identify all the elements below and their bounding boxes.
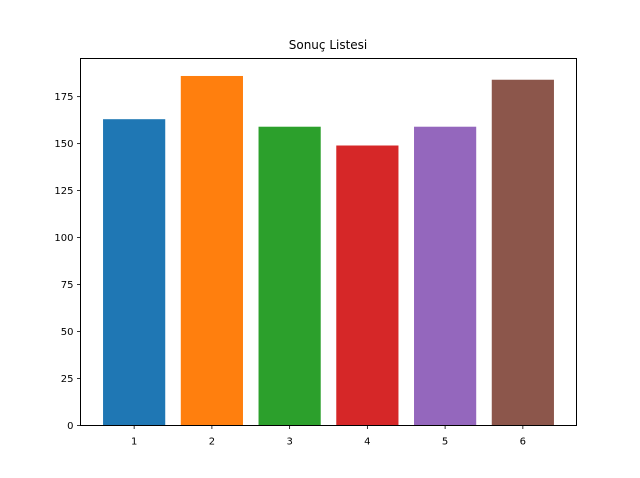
x-tick-label: 2 [209, 437, 215, 448]
y-tick-label: 150 [54, 139, 73, 150]
x-tick-label: 6 [520, 437, 526, 448]
y-tick-label: 75 [61, 280, 74, 291]
y-tick-label: 175 [54, 92, 73, 103]
x-tick-label: 4 [364, 437, 370, 448]
y-tick-label: 0 [67, 421, 73, 432]
bar-6 [491, 79, 554, 426]
chart-title: Sonuç Listesi [289, 38, 368, 52]
bar-1 [103, 119, 166, 426]
bar-5 [414, 126, 477, 426]
bars-group [103, 75, 554, 426]
x-axis: 1 2 3 4 5 6 [131, 425, 526, 448]
y-tick-label: 125 [54, 186, 73, 197]
bar-3 [258, 126, 321, 426]
x-tick-label: 3 [286, 437, 292, 448]
bar-4 [336, 145, 399, 426]
y-tick-label: 25 [61, 374, 74, 385]
x-tick-label: 1 [131, 437, 137, 448]
bar-2 [180, 75, 243, 426]
x-tick-label: 5 [442, 437, 448, 448]
plot-frame [80, 58, 577, 426]
y-tick-label: 100 [54, 233, 73, 244]
y-tick-label: 50 [61, 327, 74, 338]
y-axis: 0 25 50 75 100 125 150 175 [54, 92, 81, 432]
